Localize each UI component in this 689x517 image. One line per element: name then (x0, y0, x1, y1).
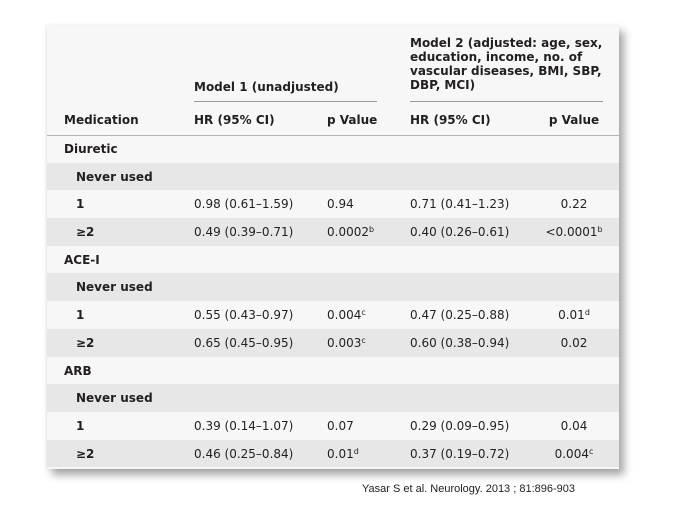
m1-hr-cell: 0.65 (0.45–0.95) (194, 336, 293, 350)
footnote-marker: d (353, 446, 359, 456)
column-header-model1-p: p Value (327, 113, 378, 127)
table-row: 1 0.55 (0.43–0.97) 0.004c 0.47 (0.25–0.88) 0… (47, 301, 619, 329)
row-label: Diuretic (64, 142, 118, 156)
m1-p-cell: 0.01d (327, 447, 359, 461)
m1-p-cell: 0.94 (327, 197, 354, 211)
m1-p-cell: 0.003c (327, 336, 366, 350)
column-header-model2-hr: HR (95% CI) (410, 113, 491, 127)
m2-p-cell: 0.22 (543, 197, 605, 211)
m2-p-cell-value: 0.004 (554, 446, 589, 461)
m2-hr-cell-value: 0.71 (0.41–1.23) (410, 197, 510, 212)
citation: Yasar S et al. Neurology. 2013 ; 81:896-… (362, 483, 576, 495)
m2-hr-cell: 0.37 (0.19–0.72) (410, 447, 509, 461)
row-label: Never used (76, 280, 153, 295)
m1-hr-cell: 0.46 (0.25–0.84) (194, 447, 293, 461)
table-row: 1 0.98 (0.61–1.59) 0.94 0.71 (0.41–1.23) 0.2… (47, 190, 619, 218)
m1-hr-cell-value: 0.46 (0.25–0.84) (194, 446, 294, 461)
table-row: ≥2 0.49 (0.39–0.71) 0.0002b 0.40 (0.26–0.61… (47, 218, 619, 246)
column-header-model2-p: p Value (548, 113, 600, 127)
m2-hr-cell: 0.29 (0.09–0.95) (410, 419, 509, 433)
m2-p-cell: 0.01d (543, 308, 605, 322)
row-label: 1 (76, 308, 85, 323)
m2-hr-cell: 0.47 (0.25–0.88) (410, 308, 509, 322)
m1-hr-cell: 0.39 (0.14–1.07) (194, 419, 293, 433)
row-label: ≥2 (76, 335, 95, 350)
m1-hr-cell-value: 0.49 (0.39–0.71) (194, 225, 294, 240)
m1-p-cell: 0.0002b (327, 225, 374, 239)
model1-group-rule (194, 101, 377, 102)
m1-p-cell: 0.07 (327, 419, 354, 433)
table-row: ≥2 0.65 (0.45–0.95) 0.003c 0.60 (0.38–0.94)… (47, 328, 619, 357)
table-row: 1 0.39 (0.14–1.07) 0.07 0.29 (0.09–0.95) 0.0… (47, 412, 619, 440)
m1-p-cell-value: 0.004 (327, 308, 362, 323)
m2-p-cell-value: <0.0001 (545, 225, 598, 240)
m2-hr-cell-value: 0.29 (0.09–0.95) (410, 418, 510, 433)
table-body: Diuretic Never used 1 0.98 (0.61–1.59) 0.94 0… (47, 135, 619, 468)
row-label: Never used (76, 391, 153, 406)
footnote-marker: d (584, 308, 590, 318)
footnote-marker: c (361, 335, 366, 345)
m2-p-cell: 0.004c (543, 447, 605, 461)
row-label: ≥2 (76, 225, 95, 240)
m1-hr-cell: 0.49 (0.39–0.71) (194, 225, 293, 239)
table-row: Never used (47, 162, 619, 191)
m1-p-cell-value: 0.94 (327, 197, 354, 212)
m2-hr-cell: 0.40 (0.26–0.61) (410, 225, 509, 239)
row-label: ARB (64, 363, 92, 378)
header-rule (47, 135, 619, 136)
row-label: 1 (76, 418, 85, 433)
m2-p-cell: 0.02 (543, 336, 605, 350)
model1-group-header: Model 1 (unadjusted) (194, 80, 339, 94)
m1-p-cell-value: 0.01 (327, 446, 354, 461)
m2-hr-cell-value: 0.47 (0.25–0.88) (410, 308, 510, 323)
row-label: ACE-I (64, 252, 100, 267)
m1-hr-cell-value: 0.39 (0.14–1.07) (194, 418, 294, 433)
m1-hr-cell-value: 0.65 (0.45–0.95) (194, 335, 294, 350)
m2-p-cell-value: 0.22 (560, 197, 588, 212)
table-row: Never used (47, 384, 619, 412)
m1-hr-cell-value: 0.98 (0.61–1.59) (194, 197, 294, 212)
table-section-row: ARB (47, 357, 619, 385)
table-row: Never used (47, 273, 619, 302)
footnote-marker: c (588, 446, 594, 456)
m2-p-cell-value: 0.02 (560, 335, 588, 350)
m2-hr-cell-value: 0.40 (0.26–0.61) (410, 225, 510, 240)
m2-p-cell-value: 0.01 (558, 308, 585, 323)
footnote-marker: c (361, 308, 366, 318)
table-row: ≥2 0.46 (0.25–0.84) 0.01d 0.37 (0.19–0.72) 0… (47, 439, 619, 468)
row-label: Never used (76, 169, 153, 184)
model2-group-header: Model 2 (adjusted: age, sex, education, … (410, 36, 603, 92)
table-section-row: ACE-I (47, 246, 619, 274)
m2-p-cell-value: 0.04 (560, 418, 588, 433)
footnote-marker: b (369, 225, 375, 235)
m1-p-cell: 0.004c (327, 308, 366, 322)
column-header-model1-hr: HR (95% CI) (194, 113, 275, 127)
table-section-row: Diuretic (47, 135, 619, 163)
column-header-medication: Medication (64, 113, 139, 127)
results-table: Model 1 (unadjusted) Model 2 (adjusted: … (47, 25, 619, 469)
m2-hr-cell-value: 0.37 (0.19–0.72) (410, 446, 510, 461)
m1-hr-cell: 0.98 (0.61–1.59) (194, 197, 293, 211)
footnote-marker: b (597, 225, 603, 235)
row-label: ≥2 (76, 446, 95, 461)
m1-p-cell-value: 0.07 (327, 418, 354, 433)
m1-hr-cell: 0.55 (0.43–0.97) (194, 308, 293, 322)
m2-p-cell: <0.0001b (543, 225, 605, 239)
m2-p-cell: 0.04 (543, 419, 605, 433)
m1-p-cell-value: 0.003 (327, 335, 362, 350)
m2-hr-cell: 0.71 (0.41–1.23) (410, 197, 509, 211)
m1-p-cell-value: 0.0002 (327, 225, 369, 240)
m2-hr-cell-value: 0.60 (0.38–0.94) (410, 335, 510, 350)
row-label: 1 (76, 197, 85, 212)
model2-group-rule (410, 101, 603, 102)
m1-hr-cell-value: 0.55 (0.43–0.97) (194, 308, 294, 323)
m2-hr-cell: 0.60 (0.38–0.94) (410, 336, 509, 350)
